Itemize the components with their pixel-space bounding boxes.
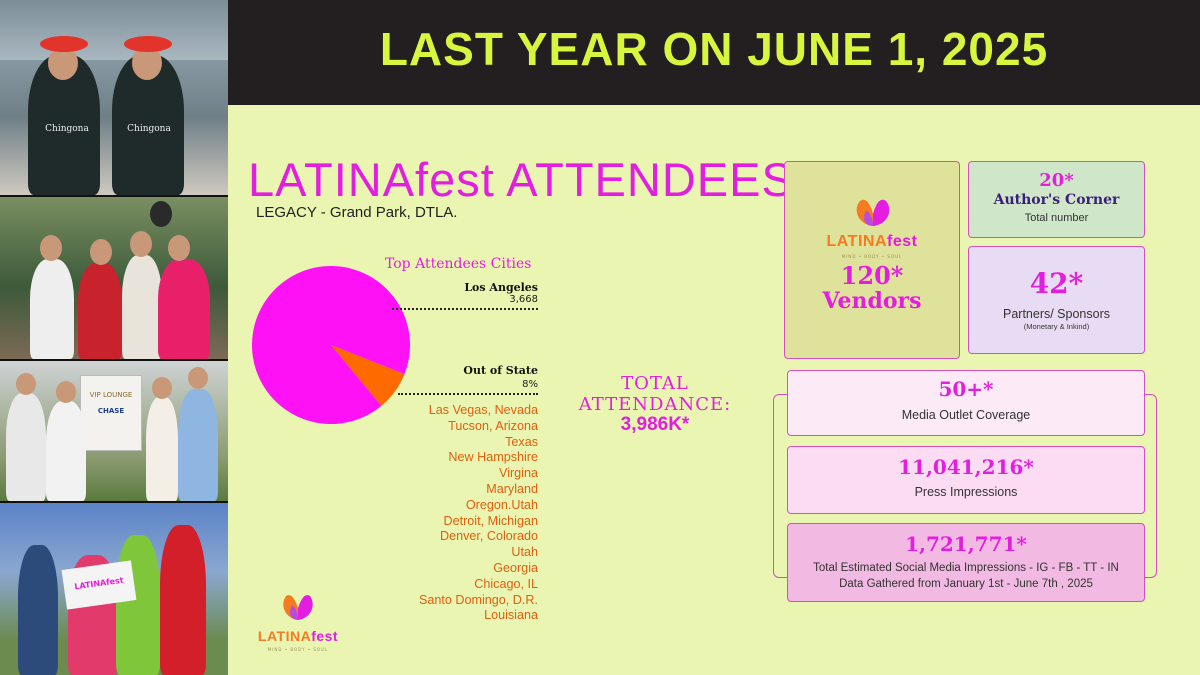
press-impressions-card: 11,041,216* Press Impressions xyxy=(787,446,1145,514)
vendors-logo-fest: fest xyxy=(887,233,918,250)
authors-number: 20* xyxy=(1039,170,1074,191)
media-coverage-card: 50+* Media Outlet Coverage xyxy=(787,370,1145,436)
press-number: 11,041,216* xyxy=(898,455,1034,479)
logo-word-latina: LATINA xyxy=(257,628,312,644)
logo-word-fest: fest xyxy=(311,628,339,644)
partners-number: 42* xyxy=(1029,267,1084,300)
social-note: Data Gathered from January 1st - June 7t… xyxy=(839,578,1093,590)
press-desc: Press Impressions xyxy=(914,485,1018,499)
authors-desc: Total number xyxy=(1024,212,1089,224)
dotted-leader-out-of-state xyxy=(398,393,538,395)
authors-title: Author's Corner xyxy=(993,192,1120,208)
city-item: New Hampshire xyxy=(448,450,538,465)
pie-chart-title: Top Attendees Cities xyxy=(385,256,532,272)
partners-desc: Partners/ Sponsors xyxy=(1003,307,1110,321)
attendees-subtitle: LEGACY - Grand Park, DTLA. xyxy=(256,204,458,221)
photo-dancers: LATINAfest xyxy=(0,503,228,675)
sash-text-left: Chingona xyxy=(45,124,89,134)
city-item: Texas xyxy=(505,434,538,449)
vip-sign-title: VIP LOUNGE xyxy=(89,391,133,399)
photo-two-women-headdresses: Chingona Chingona xyxy=(0,0,228,195)
city-item: Denver, Colorado xyxy=(439,529,538,544)
city-item: Georgia xyxy=(493,560,538,575)
attendees-title: LATINAfest ATTENDEES xyxy=(248,153,794,206)
pie-value-out-of-state: 8% xyxy=(522,379,538,390)
pie-label-out-of-state: Out of State xyxy=(463,364,538,377)
city-item: Maryland xyxy=(486,481,538,496)
total-attendance-label: TOTAL ATTENDANCE: xyxy=(578,373,732,415)
social-desc: Total Estimated Social Media Impressions… xyxy=(813,562,1119,574)
sash-text-right: Chingona xyxy=(127,124,171,134)
photo-vip-lounge: VIP LOUNGE CHASE xyxy=(0,361,228,501)
top-banner: LAST YEAR ON JUNE 1, 2025 xyxy=(228,0,1200,105)
city-item: Oregon.Utah xyxy=(465,497,538,512)
dotted-leader-los-angeles xyxy=(392,308,538,310)
latinafest-logo-bottom: LATINAfest MIND • BODY • SOUL xyxy=(256,590,340,660)
city-item: Virgina xyxy=(499,466,538,481)
banner-title: LAST YEAR ON JUNE 1, 2025 xyxy=(379,23,1049,75)
vendors-label: Vendors xyxy=(822,288,922,314)
pie-label-los-angeles: Los Angeles xyxy=(464,281,538,294)
social-impressions-card: 1,721,771* Total Estimated Social Media … xyxy=(787,523,1145,602)
city-item: Tucson, Arizona xyxy=(448,418,538,433)
attendees-pie-chart xyxy=(251,266,410,425)
butterfly-icon xyxy=(283,595,313,620)
partners-note: (Monetary & Inkind) xyxy=(1023,322,1090,331)
partners-sponsors-card: 42* Partners/ Sponsors (Monetary & Inkin… xyxy=(968,246,1145,354)
city-item: Santo Domingo, D.R. xyxy=(419,592,538,607)
city-item: Louisiana xyxy=(484,608,538,623)
total-attendance-value: 3,986K* xyxy=(620,414,690,435)
photo-collage: Chingona Chingona VIP LOUNGE CHASE LATIN… xyxy=(0,0,228,675)
media-number: 50+* xyxy=(938,377,994,401)
city-item: Detroit, Michigan xyxy=(443,513,539,528)
city-item: Chicago, IL xyxy=(474,576,538,591)
city-item: Utah xyxy=(511,545,538,560)
vendors-logo-latina: LATINA xyxy=(826,233,887,250)
authors-corner-card: 20* Author's Corner Total number xyxy=(968,161,1145,238)
media-desc: Media Outlet Coverage xyxy=(901,408,1031,422)
out-of-state-city-list: Las Vegas, Nevada Tucson, Arizona Texas New… xyxy=(360,403,538,624)
photo-group-seated xyxy=(0,197,228,359)
vip-sign-sponsor: CHASE xyxy=(97,407,125,415)
city-item: Las Vegas, Nevada xyxy=(428,403,538,417)
vendors-logo-tagline: MIND • BODY • SOUL xyxy=(841,254,903,259)
vendors-number: 120* xyxy=(840,261,904,290)
social-number: 1,721,771* xyxy=(905,532,1027,556)
logo-tagline: MIND • BODY • SOUL xyxy=(267,647,329,652)
pie-slice-out-of-state xyxy=(331,345,405,406)
butterfly-icon xyxy=(856,199,890,226)
vendors-card: LATINAfest MIND • BODY • SOUL 120* Vendo… xyxy=(784,161,960,359)
pie-value-los-angeles: 3,668 xyxy=(509,294,538,305)
pie-slice-los-angeles xyxy=(251,266,410,425)
